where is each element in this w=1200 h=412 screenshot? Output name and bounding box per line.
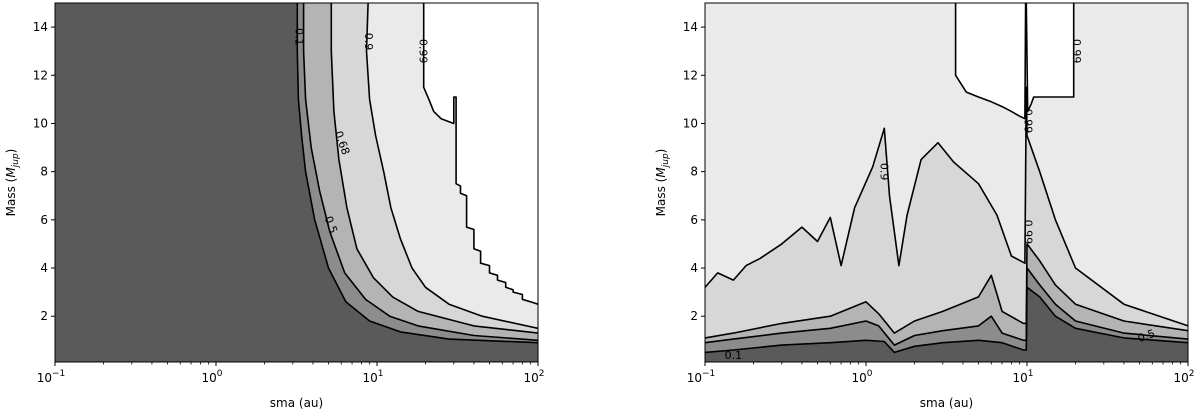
x-tick-label: 100 <box>201 369 222 385</box>
y-tick-label: 2 <box>40 309 48 323</box>
contour-label: 0.9 <box>362 33 375 51</box>
axes-frame <box>54 2 539 363</box>
y-axis-label: Mass (Mjup) <box>4 149 21 217</box>
y-tick-label: 6 <box>690 213 698 227</box>
y-tick-label: 2 <box>690 309 698 323</box>
contour-label: 0.5 <box>1136 327 1157 345</box>
x-tick-label: 10−1 <box>37 369 66 385</box>
y-tick-label: 8 <box>40 165 48 179</box>
contour-line-0.5 <box>302 3 538 342</box>
contour-label: 0.99 <box>1021 109 1034 133</box>
contour-line-0.68 <box>705 243 1188 339</box>
y-tick-label: 14 <box>33 20 48 34</box>
y-tick-label: 14 <box>683 20 698 34</box>
contour-label: 0.1 <box>725 349 743 362</box>
x-tick-label: 101 <box>362 369 383 385</box>
contour-label: 0.5 <box>322 214 340 235</box>
fill-region-above-0.99 <box>423 3 538 305</box>
contour-line-0.9 <box>365 3 538 330</box>
right-contour-panel: 0.99 0.99 0.99 0.9 0.5 0.1 2 4 6 8 10 12 14 10−1 100 10… <box>654 2 1195 410</box>
contour-line-0.1 <box>296 3 538 344</box>
fill-region-above-0.99 <box>955 3 1188 119</box>
contour-line-0.5 <box>705 267 1188 346</box>
contour-line-0.99 <box>954 3 1075 120</box>
y-tick-label: 10 <box>683 116 698 130</box>
contour-line-0.9 <box>705 86 1188 327</box>
contour-line-0.99 <box>422 3 538 305</box>
contour-label: 0.99 <box>1021 220 1034 245</box>
y-axis-label: Mass (Mjup) <box>654 149 671 217</box>
contour-line-0.1 <box>705 286 1188 354</box>
contour-label: 0.1 <box>292 28 305 46</box>
y-tick-label: 6 <box>40 213 48 227</box>
contour-label: 0.99 <box>1070 39 1083 64</box>
y-tick-label: 12 <box>683 68 698 82</box>
x-tick-label: 100 <box>851 369 872 385</box>
y-tick-label: 12 <box>33 68 48 82</box>
y-tick-label: 10 <box>33 116 48 130</box>
x-tick-label: 10−1 <box>687 369 716 385</box>
y-tick-label: 4 <box>690 261 698 275</box>
contour-line-0.68 <box>330 3 538 334</box>
x-tick-label: 101 <box>1012 369 1033 385</box>
x-axis-label: sma (au) <box>920 396 973 410</box>
x-tick-label: 102 <box>1173 369 1194 385</box>
axes-frame <box>704 2 1189 363</box>
y-tick-label: 4 <box>40 261 48 275</box>
y-tick-label: 8 <box>690 165 698 179</box>
x-axis-label: sma (au) <box>270 396 323 410</box>
x-tick-label: 102 <box>523 369 544 385</box>
contour-label: 0.9 <box>877 163 890 181</box>
contour-label: 0.99 <box>417 39 430 64</box>
